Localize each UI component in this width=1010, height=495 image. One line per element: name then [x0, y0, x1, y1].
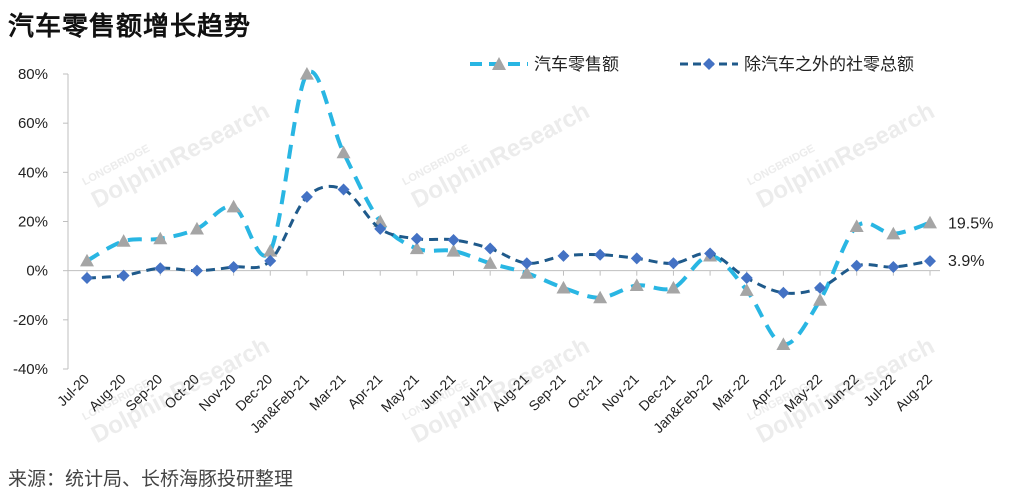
data-point-triangle	[483, 256, 498, 269]
data-point-diamond	[630, 252, 643, 265]
data-point-diamond	[667, 257, 680, 270]
data-point-diamond	[447, 233, 460, 246]
data-point-diamond	[520, 257, 533, 270]
data-point-diamond	[410, 232, 423, 245]
data-point-diamond	[190, 264, 203, 277]
legend: 汽车零售额 除汽车之外的社零总额	[470, 55, 914, 75]
data-point-triangle	[556, 280, 571, 294]
y-tick-label: 20%	[18, 214, 48, 231]
legend-label: 除汽车之外的社零总额	[744, 55, 914, 75]
data-point-triangle	[813, 293, 828, 306]
data-point-triangle	[336, 145, 351, 159]
data-point-triangle	[593, 290, 608, 304]
data-point-triangle	[629, 278, 644, 292]
data-point-triangle	[519, 266, 534, 279]
data-point-diamond	[154, 262, 167, 275]
data-point-diamond	[227, 260, 240, 273]
data-point-diamond	[484, 242, 497, 255]
data-point-diamond	[704, 247, 717, 260]
data-point-triangle	[409, 241, 424, 255]
legend-marker-triangle	[492, 57, 506, 70]
x-tick-label: Mar-21	[306, 371, 349, 414]
series-layer: 19.5% 3.9%	[80, 67, 993, 351]
data-point-triangle	[299, 67, 314, 80]
data-point-triangle	[886, 226, 901, 240]
data-point-triangle	[776, 337, 791, 351]
data-point-triangle	[923, 215, 937, 229]
data-point-diamond	[740, 272, 753, 285]
data-point-triangle	[666, 280, 681, 294]
x-tick-label: Nov-21	[599, 371, 642, 414]
series-line-2	[86, 184, 931, 295]
legend-item-1: 汽车零售额	[470, 55, 619, 75]
data-point-diamond	[81, 272, 93, 285]
y-tick-label: 80%	[18, 66, 48, 83]
legend-label: 汽车零售额	[534, 55, 619, 75]
y-tick-label: -20%	[13, 312, 48, 329]
y-tick-label: 0%	[26, 263, 48, 280]
series-line-1	[86, 69, 931, 347]
y-tick-label: 60%	[18, 115, 48, 132]
data-point-triangle	[116, 234, 131, 247]
end-value-label-2: 3.9%	[948, 253, 984, 270]
y-tick-label: -40%	[13, 361, 48, 378]
data-point-diamond	[777, 286, 790, 299]
data-point-triangle	[849, 219, 864, 233]
data-point-diamond	[117, 269, 130, 282]
data-point-triangle	[189, 221, 204, 235]
data-point-diamond	[300, 190, 313, 203]
data-point-triangle	[80, 253, 94, 267]
data-point-diamond	[814, 281, 827, 294]
x-tick-label: Oct-21	[564, 371, 605, 412]
data-point-diamond	[594, 248, 607, 261]
data-point-diamond	[850, 259, 863, 272]
watermark-name: DolphinResearch	[87, 97, 274, 214]
chart-title: 汽车零售额增长趋势	[8, 12, 252, 42]
legend-marker-diamond	[703, 58, 715, 70]
data-point-triangle	[373, 214, 388, 228]
data-point-diamond	[337, 183, 350, 196]
data-point-triangle	[446, 244, 461, 257]
data-point-diamond	[887, 260, 900, 273]
axes: -40%-20%0%20%40%60%80%Jul-20Aug-20Sep-20…	[13, 66, 940, 436]
data-point-diamond	[264, 254, 277, 267]
watermark-name: DolphinResearch	[752, 97, 939, 214]
y-tick-label: 40%	[18, 164, 48, 181]
series-1: 19.5%	[80, 67, 993, 351]
data-point-triangle	[153, 231, 168, 245]
data-point-triangle	[263, 244, 278, 257]
watermark-name: DolphinResearch	[407, 97, 594, 214]
x-tick-label: Mar-22	[709, 371, 752, 414]
data-point-diamond	[924, 255, 936, 268]
data-point-diamond	[557, 249, 570, 262]
data-point-triangle	[739, 283, 754, 296]
series-2: 3.9%	[81, 183, 984, 299]
data-point-triangle	[226, 199, 241, 213]
legend-item-2: 除汽车之外的社零总额	[680, 55, 914, 75]
end-value-label-1: 19.5%	[948, 216, 993, 233]
data-point-diamond	[374, 222, 387, 235]
source-note: 来源：统计局、长桥海豚投研整理	[8, 468, 294, 490]
